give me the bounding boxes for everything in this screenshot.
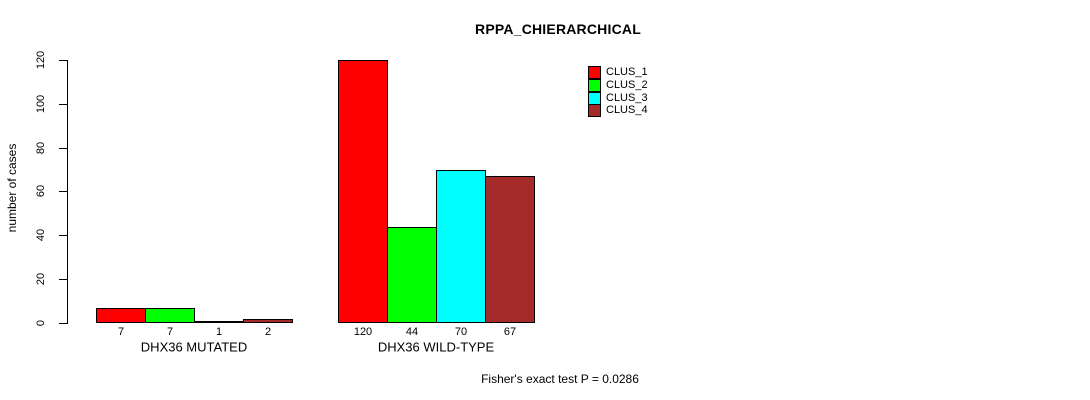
bar	[243, 319, 293, 323]
bar-value-label: 2	[264, 326, 272, 338]
bar-value-label: 120	[353, 326, 373, 338]
y-tick-label: 0	[35, 319, 47, 327]
legend-label: CLUS_4	[606, 104, 648, 117]
bar-value-label: 7	[166, 326, 174, 338]
bar	[194, 321, 244, 323]
y-axis-tick	[59, 323, 67, 324]
y-axis-line	[67, 60, 68, 324]
x-category-label: DHX36 WILD-TYPE	[377, 339, 495, 355]
legend-swatch	[588, 78, 601, 92]
stat-annotation: Fisher's exact test P = 0.0286	[481, 372, 639, 386]
legend-label: CLUS_3	[606, 91, 648, 104]
y-tick-label: 100	[35, 94, 47, 114]
y-tick-label: 60	[35, 184, 47, 198]
y-tick-label: 120	[35, 50, 47, 70]
y-axis-tick	[59, 60, 67, 61]
legend-item: CLUS_4	[588, 104, 648, 118]
legend-swatch	[588, 104, 601, 118]
y-axis-tick	[59, 235, 67, 236]
y-axis-tick	[59, 191, 67, 192]
y-tick-label: 80	[35, 141, 47, 155]
y-axis-tick	[59, 148, 67, 149]
bar	[436, 170, 486, 323]
x-category-label: DHX36 MUTATED	[140, 339, 248, 355]
legend-swatch	[588, 66, 601, 79]
bar	[96, 308, 146, 323]
legend-label: CLUS_1	[606, 66, 648, 78]
bar	[145, 308, 195, 323]
bar-value-label: 67	[503, 326, 517, 338]
legend-label: CLUS_2	[606, 78, 648, 91]
y-axis-tick	[59, 279, 67, 280]
bar-value-label: 7	[117, 326, 125, 338]
legend-item: CLUS_2	[588, 78, 648, 92]
legend-item: CLUS_3	[588, 91, 648, 105]
bar	[338, 60, 388, 323]
y-axis-tick	[59, 104, 67, 105]
bar-value-label: 1	[215, 326, 223, 338]
y-tick-label: 20	[35, 272, 47, 286]
legend-item: CLUS_1	[588, 66, 648, 79]
chart-title: RPPA_CHIERARCHICAL	[475, 21, 641, 37]
y-tick-label: 40	[35, 228, 47, 242]
legend: CLUS_1 CLUS_2 CLUS_3 CLUS_4	[588, 66, 658, 122]
bar	[387, 227, 437, 323]
legend-swatch	[588, 91, 601, 105]
bar	[485, 176, 535, 323]
bar-value-label: 70	[454, 326, 468, 338]
bar-value-label: 44	[405, 326, 419, 338]
